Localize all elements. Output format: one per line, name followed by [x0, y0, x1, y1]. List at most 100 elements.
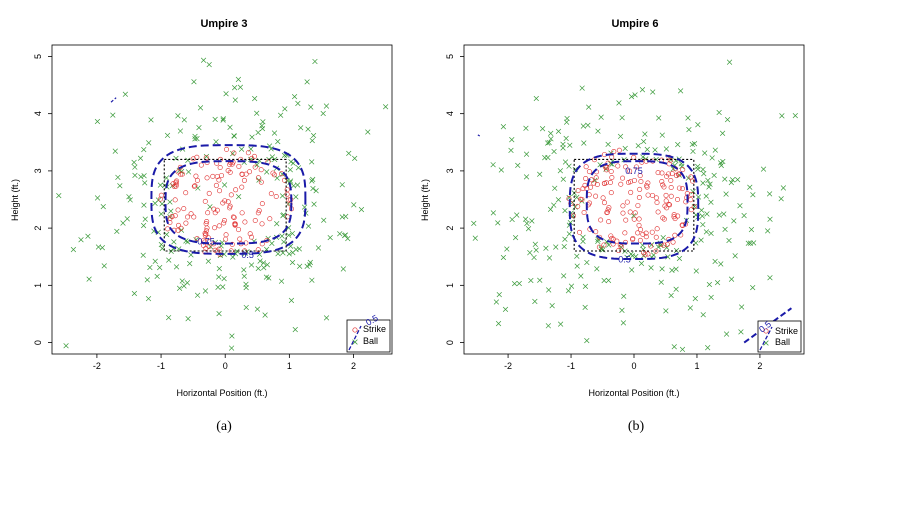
panel-a-contour-label-0.5: 0.5 [241, 250, 254, 260]
panel-b-xtick-label: -2 [504, 361, 512, 371]
panel-a-ball-point [321, 217, 327, 223]
panel-b-ball-point [574, 253, 580, 259]
panel-b-strike-point [643, 234, 649, 240]
panel-a-ball-point [212, 116, 218, 123]
panel-b-ytick-label: 1 [445, 283, 455, 288]
panel-a-ball-point [221, 182, 228, 188]
panel-b-ball-point [545, 154, 551, 161]
panel-a-ball-point [236, 193, 242, 200]
panel-b-strike-point [645, 251, 651, 257]
panel-a-ball-point [323, 103, 330, 109]
panel-a-strike-zone [163, 158, 287, 252]
panel-b-strike-point [679, 186, 685, 192]
panel-b-ball-point [579, 85, 585, 91]
panel-a-ytick-label: 2 [33, 226, 43, 231]
panel-a-ball-point [145, 296, 152, 302]
panel-a-ytick-label: 1 [33, 283, 43, 288]
panel-a-strike-point [258, 167, 264, 173]
panel-b-strike-point [580, 186, 586, 192]
panel-b-strike-point [659, 170, 665, 176]
panel-a-ball-point [221, 251, 227, 257]
panel-a-strike-point [203, 231, 209, 237]
panel-a-ball-point [382, 104, 389, 110]
panel-b-ball-point [557, 168, 563, 174]
panel-a-ball-point [194, 292, 201, 298]
panel-b-ball-point [493, 299, 500, 305]
panel-a-ball-point [158, 211, 164, 217]
panel-b-ball-point [495, 220, 501, 226]
panel-b-ball-point [539, 126, 546, 132]
panel-b-strike-point [664, 241, 670, 247]
panel-a-ball-point [277, 112, 284, 118]
panel-a-ball-point [122, 91, 129, 97]
panel-a-ball-point [365, 129, 371, 135]
panel-b-ball-point [703, 229, 710, 235]
panel-b-strike-point [644, 184, 650, 190]
panel-b-plot-frame [463, 44, 805, 355]
panel-a-ball-point [238, 146, 245, 152]
panel-b-strike-point [649, 192, 655, 198]
panel-b-ball-point [619, 115, 625, 121]
panel-a-strike-point [231, 150, 237, 156]
panel-a-strike-point [268, 191, 274, 197]
panel-a-ball-point [207, 244, 214, 250]
panel-a-ball-point [127, 197, 133, 203]
panel-a-ball-point [181, 283, 187, 289]
panel-a-ball-point [142, 180, 148, 186]
panel-b-strike-point [636, 216, 642, 222]
panel-a-xtick-label: -1 [157, 361, 165, 371]
panel-b-xtick-label: 0 [631, 361, 636, 371]
panel-a-ball-point [227, 124, 233, 130]
panel-a-ball-point [194, 135, 200, 142]
panel-b-ball-point [525, 226, 532, 232]
panel-a-ball-point [141, 146, 147, 153]
panel-a-ball-point [255, 129, 261, 136]
panel-b-ball-point [750, 192, 756, 198]
panel-b-ball-point [658, 279, 664, 285]
panel-a-strike-point [224, 146, 230, 152]
panel-b-ball-point [737, 203, 743, 209]
panel-a-ball-point [307, 259, 313, 266]
panel-b-ball-point [700, 222, 706, 228]
panel-b-ball-point [622, 145, 628, 152]
panel-a-ball-point [340, 266, 346, 272]
panel-b-strike-point [627, 209, 633, 215]
panel-a-ball-point [254, 110, 260, 116]
panel-b-ball-point [729, 177, 736, 183]
panel-b-ball-point [572, 204, 578, 210]
panel-b-strike-point [653, 248, 659, 254]
panel-b-strike-point [605, 160, 611, 166]
panel-b-strike-point [627, 168, 633, 174]
panel-b-strike-point [609, 174, 615, 180]
panel-b-xlabel: Horizontal Position (ft.) [588, 388, 679, 398]
panel-a-ball-point [261, 265, 267, 271]
panel-b-ball-point [738, 304, 745, 310]
panel-a-strike-point [183, 220, 189, 226]
panel-a-strike-point [212, 225, 218, 231]
panel-b-ball-point [648, 265, 654, 271]
panel-b-ball-point [716, 109, 722, 116]
panel-a-ball-point [173, 155, 179, 162]
panel-b-xtick-label: -1 [567, 361, 575, 371]
panel-a-strike-point [284, 187, 290, 193]
panel-b-ball-point [562, 236, 568, 242]
panel-b-ball-point [500, 254, 507, 261]
panel-b-ball-point [617, 133, 624, 140]
panel-b-ball-point [659, 132, 665, 138]
panel-a-ball-point [343, 213, 349, 220]
panel-b-ball-point [738, 329, 744, 335]
panel-b-ball-point [537, 277, 543, 283]
panel-a-strike-point [188, 211, 194, 217]
panel-a-strike-point [194, 177, 200, 183]
panel-b-ball-point [692, 295, 698, 302]
panel-b-strike-point [688, 191, 694, 197]
panel-b-strike-point [583, 176, 589, 182]
panel-b-ball-point [706, 184, 712, 190]
panel-a-ball-point [252, 95, 258, 102]
panel-b-strike-point [608, 233, 614, 239]
panel-b-ball-point [516, 280, 522, 287]
panel-a-strike-point [225, 168, 231, 174]
panel-a-ball-point [163, 175, 170, 181]
panel-b-ball-point [705, 345, 711, 351]
